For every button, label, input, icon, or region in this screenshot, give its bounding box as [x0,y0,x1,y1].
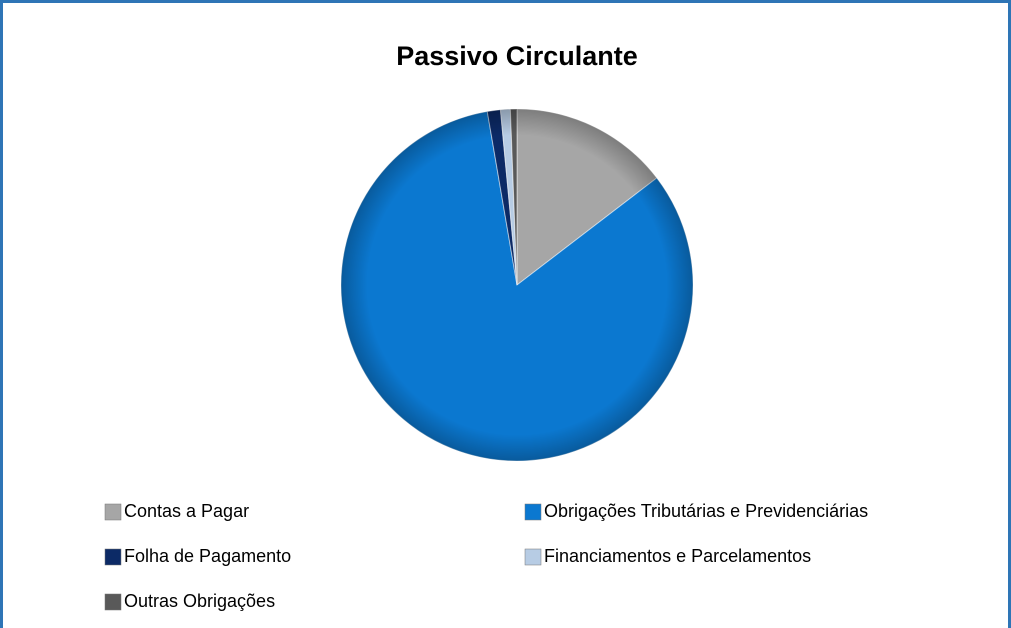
legend-swatch [104,503,122,521]
legend-swatch [524,548,542,566]
legend-swatch [524,503,542,521]
legend-label: Folha de Pagamento [124,546,291,566]
legend-swatch [104,548,122,566]
legend-swatch [104,593,122,611]
chart-title: Passivo Circulante [396,41,638,71]
legend-label: Financiamentos e Parcelamentos [544,546,811,566]
legend-label: Contas a Pagar [124,501,249,521]
legend-label: Outras Obrigações [124,591,275,611]
legend-label: Obrigações Tributárias e Previdenciárias [544,501,868,521]
